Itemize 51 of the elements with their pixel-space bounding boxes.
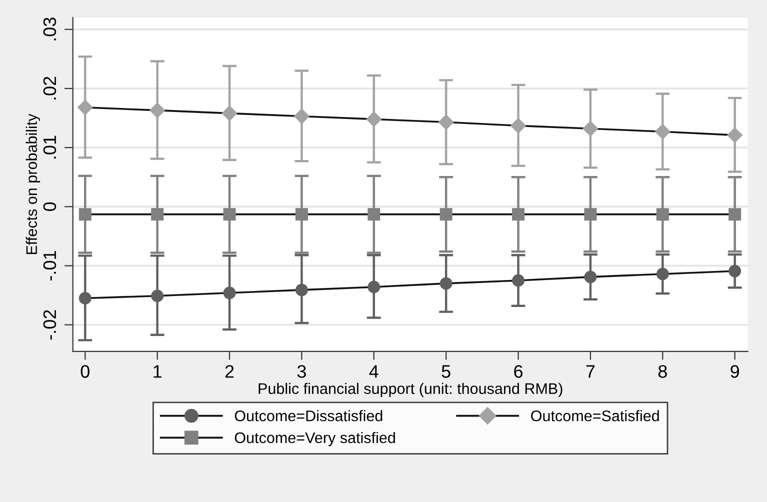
y-tick-label: 0 — [43, 202, 56, 211]
point — [149, 102, 166, 118]
y-tick-label: -.02 — [43, 310, 56, 340]
x-tick-label: 8 — [658, 365, 667, 378]
point — [584, 208, 597, 221]
point — [728, 208, 742, 221]
x-tick-label: 4 — [369, 365, 378, 378]
point — [656, 208, 669, 221]
point — [728, 264, 742, 278]
x-tick-label: 9 — [730, 365, 739, 378]
point — [512, 274, 525, 287]
point — [368, 280, 380, 294]
y-tick-label: .01 — [43, 136, 56, 158]
point — [582, 120, 598, 137]
point — [440, 208, 452, 221]
x-tick-label: 7 — [586, 365, 595, 378]
point — [151, 208, 164, 221]
point — [654, 124, 671, 140]
point — [366, 111, 382, 128]
x-tick-label: 1 — [154, 365, 162, 378]
point — [584, 270, 597, 284]
point — [77, 99, 94, 116]
x-tick-label: 3 — [297, 365, 306, 378]
point — [510, 118, 526, 134]
legend-label: Outcome=Dissatisfied — [234, 410, 382, 422]
x-tick-label: 0 — [80, 365, 90, 378]
point — [656, 268, 669, 280]
point — [440, 277, 452, 290]
y-tick-label: .03 — [43, 18, 56, 40]
y-tick-label: .02 — [43, 76, 56, 100]
point — [295, 284, 308, 296]
point — [223, 208, 236, 221]
point — [294, 108, 310, 124]
point — [512, 208, 525, 221]
x-tick-label: 6 — [514, 365, 522, 378]
point — [438, 114, 454, 130]
x-tick-label: 2 — [225, 365, 234, 378]
legend-label: Outcome=Very satisfied — [234, 432, 395, 446]
point — [295, 208, 308, 221]
point — [151, 290, 164, 302]
point — [726, 127, 743, 144]
legend-label: Outcome=Satisfied — [531, 410, 659, 422]
x-tick-label: 5 — [442, 365, 450, 378]
y-axis-title: Effects on probability — [26, 114, 40, 254]
point — [223, 286, 236, 300]
point — [78, 292, 92, 304]
point — [222, 105, 238, 122]
x-axis-title: Public financial support (unit: thousand RMB) — [258, 382, 562, 398]
y-tick-label: -.01 — [43, 251, 56, 280]
point — [368, 208, 380, 221]
point — [78, 208, 92, 221]
